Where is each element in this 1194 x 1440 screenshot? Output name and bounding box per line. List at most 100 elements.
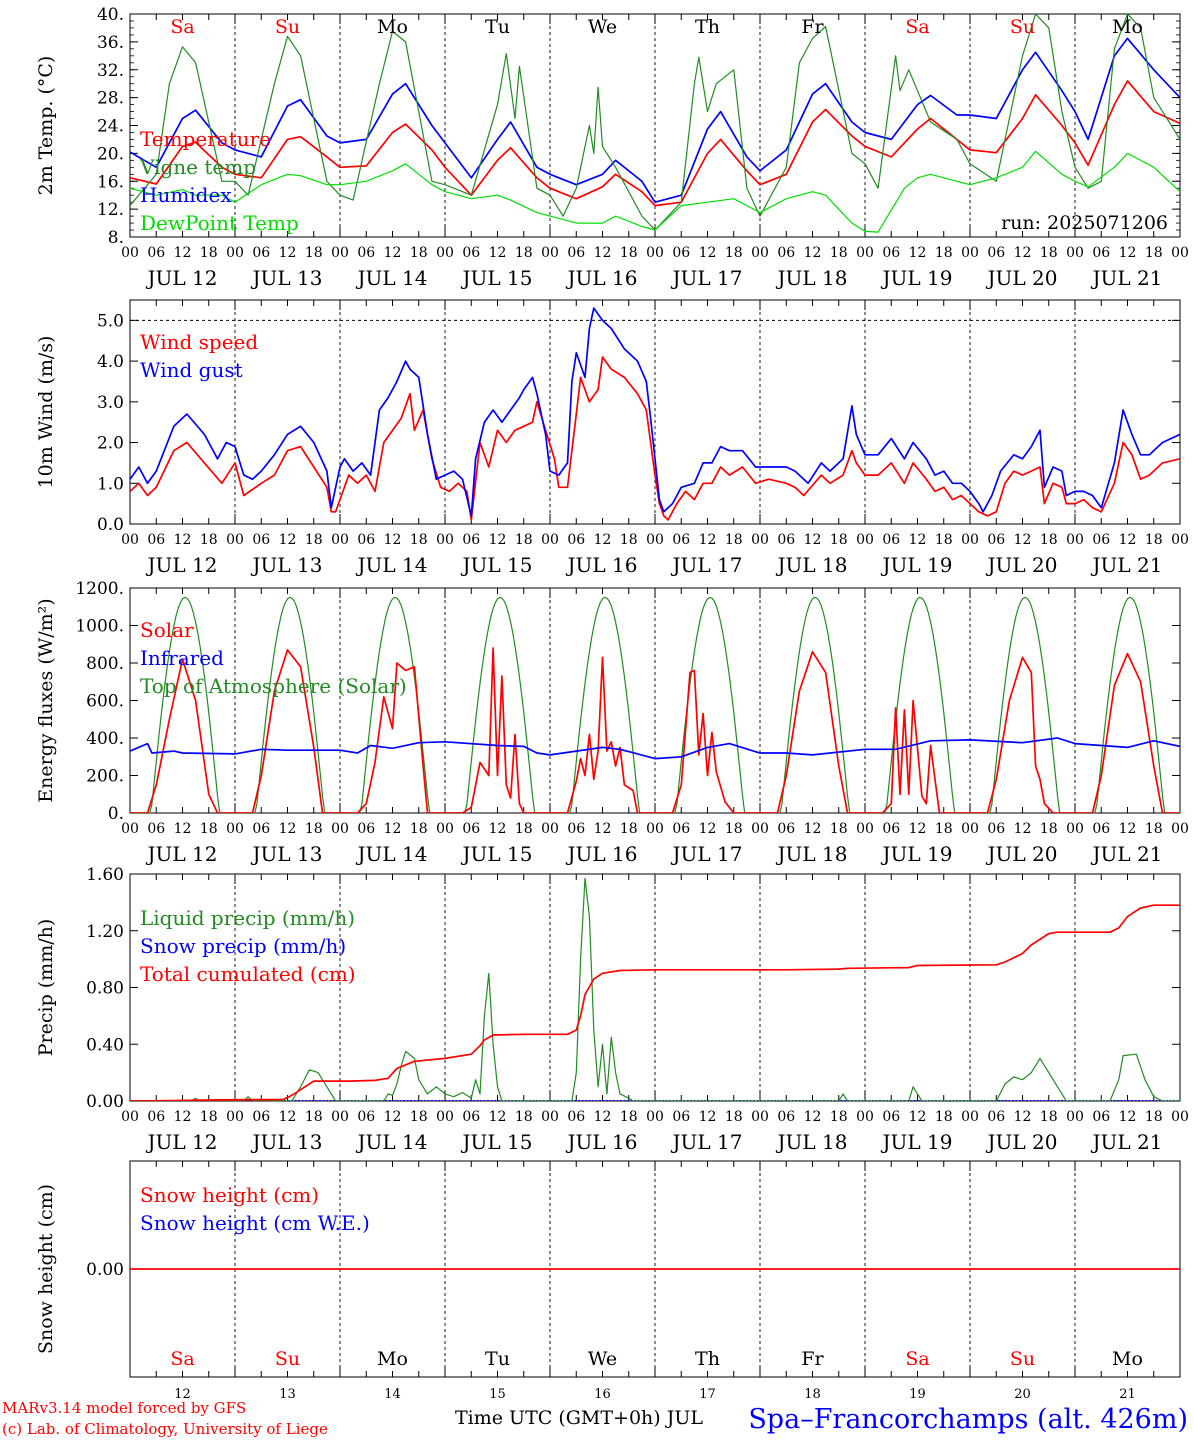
hour-tick-label: 06: [882, 1109, 900, 1125]
hour-tick-label: 00: [646, 532, 664, 548]
hour-tick-label: 06: [462, 532, 480, 548]
date-label: JUL 17: [671, 266, 743, 290]
y-tick-label: 8.: [108, 228, 124, 248]
hour-tick-label: 12: [1014, 532, 1032, 548]
hour-tick-label: 06: [882, 821, 900, 837]
hour-tick-label: 12: [174, 821, 192, 837]
hour-tick-label: 12: [594, 532, 612, 548]
legend-entry: Liquid precip (mm/h): [140, 906, 355, 930]
hour-tick-label: 18: [1145, 1109, 1163, 1125]
legend-entry: Solar: [140, 618, 194, 642]
hour-tick-label: 18: [1040, 532, 1058, 548]
legend-entry: Temperature: [140, 127, 271, 151]
date-label: JUL 20: [986, 842, 1058, 866]
hour-tick-label: 00: [751, 1109, 769, 1125]
series-infrared: [130, 737, 1180, 760]
series-liquid-precip-mm-h-: [130, 877, 1180, 1101]
hour-tick-label: 06: [462, 1109, 480, 1125]
weekday-label: Su: [275, 16, 300, 38]
hour-tick-label: 06: [672, 532, 690, 548]
hour-tick-label: 00: [436, 532, 454, 548]
hour-tick-label: 18: [305, 245, 323, 261]
y-axis-label: Energy fluxes (W/m²): [35, 598, 57, 802]
hour-tick-label: 18: [620, 245, 638, 261]
hour-tick-label: 06: [462, 821, 480, 837]
hour-tick-label: 18: [515, 821, 533, 837]
date-label: JUL 13: [251, 842, 323, 866]
hour-tick-label: 00: [1066, 1109, 1084, 1125]
date-label: JUL 12: [146, 266, 218, 290]
hour-tick-label: 00: [121, 821, 139, 837]
hour-tick-label: 00: [331, 1109, 349, 1125]
hour-tick-label: 06: [147, 532, 165, 548]
day-number: 14: [384, 1387, 401, 1402]
credit-line: MARv3.14 model forced by GFS: [2, 1399, 246, 1417]
hour-tick-label: 12: [909, 821, 927, 837]
date-label: JUL 20: [986, 266, 1058, 290]
hour-tick-label: 00: [646, 1109, 664, 1125]
day-number: 12: [174, 1387, 191, 1402]
hour-tick-label: 12: [384, 821, 402, 837]
panel-temp: 8. 12. 16. 20. 24. 28. 32. 36. 40. 2m Temp. (°C) 0…: [35, 5, 1189, 290]
hour-tick-label: 12: [594, 1109, 612, 1125]
hour-tick-label: 06: [672, 245, 690, 261]
hour-tick-label: 18: [725, 1109, 743, 1125]
hour-tick-label: 06: [1092, 245, 1110, 261]
weekday-label: Sa: [905, 1348, 929, 1370]
day-number: 16: [594, 1387, 611, 1402]
hour-tick-label: 12: [174, 532, 192, 548]
hour-tick-label: 00: [331, 821, 349, 837]
weekday-label: Sa: [170, 16, 194, 38]
hour-tick-label: 12: [174, 1109, 192, 1125]
hour-tick-label: 00: [541, 245, 559, 261]
hour-tick-label: 18: [725, 245, 743, 261]
hour-tick-label: 18: [1145, 245, 1163, 261]
hour-tick-label: 18: [935, 532, 953, 548]
date-label: JUL 19: [881, 266, 953, 290]
legend-entry: Snow height (cm W.E.): [140, 1211, 370, 1235]
weekday-label: Su: [275, 1348, 300, 1370]
y-tick-label: 0.0: [97, 515, 124, 535]
y-tick-label: 0.: [108, 804, 124, 824]
weekday-label: Mo: [377, 16, 408, 38]
hour-tick-label: 06: [987, 821, 1005, 837]
weekday-label: Mo: [1112, 1348, 1143, 1370]
hour-tick-label: 00: [1171, 821, 1189, 837]
weekday-label: Tu: [485, 16, 510, 38]
y-tick-label: 1.60: [86, 865, 124, 885]
hour-tick-label: 18: [200, 1109, 218, 1125]
day-number: 17: [699, 1387, 716, 1402]
date-label: JUL 15: [461, 553, 533, 577]
hour-tick-label: 06: [357, 532, 375, 548]
hour-tick-label: 12: [1119, 245, 1137, 261]
date-label: JUL 15: [461, 266, 533, 290]
hour-tick-label: 12: [384, 532, 402, 548]
date-label: JUL 17: [671, 842, 743, 866]
plot-frame: [129, 587, 1181, 814]
y-tick-label: 0.00: [86, 1260, 124, 1280]
series-solar: [130, 647, 1180, 813]
hour-tick-label: 00: [856, 245, 874, 261]
hour-tick-label: 18: [935, 1109, 953, 1125]
hour-tick-label: 06: [357, 245, 375, 261]
y-tick-label: 400.: [86, 729, 124, 749]
y-tick-label: 0.80: [86, 979, 124, 999]
date-label: JUL 21: [1091, 553, 1163, 577]
hour-tick-label: 12: [1119, 1109, 1137, 1125]
hour-tick-label: 12: [489, 821, 507, 837]
hour-tick-label: 18: [410, 821, 428, 837]
date-label: JUL 21: [1091, 1130, 1163, 1154]
hour-tick-label: 06: [357, 821, 375, 837]
weekday-label: Fr: [801, 16, 824, 38]
y-tick-label: 3.0: [97, 393, 124, 413]
hour-tick-label: 12: [804, 821, 822, 837]
hour-tick-label: 12: [909, 1109, 927, 1125]
date-label: JUL 20: [986, 1130, 1058, 1154]
hour-tick-label: 18: [200, 821, 218, 837]
hour-tick-label: 18: [1145, 532, 1163, 548]
weekday-label: Su: [1010, 1348, 1035, 1370]
hour-tick-label: 00: [226, 245, 244, 261]
series-group: [130, 307, 1180, 521]
hour-tick-label: 18: [515, 1109, 533, 1125]
hour-tick-label: 00: [751, 245, 769, 261]
